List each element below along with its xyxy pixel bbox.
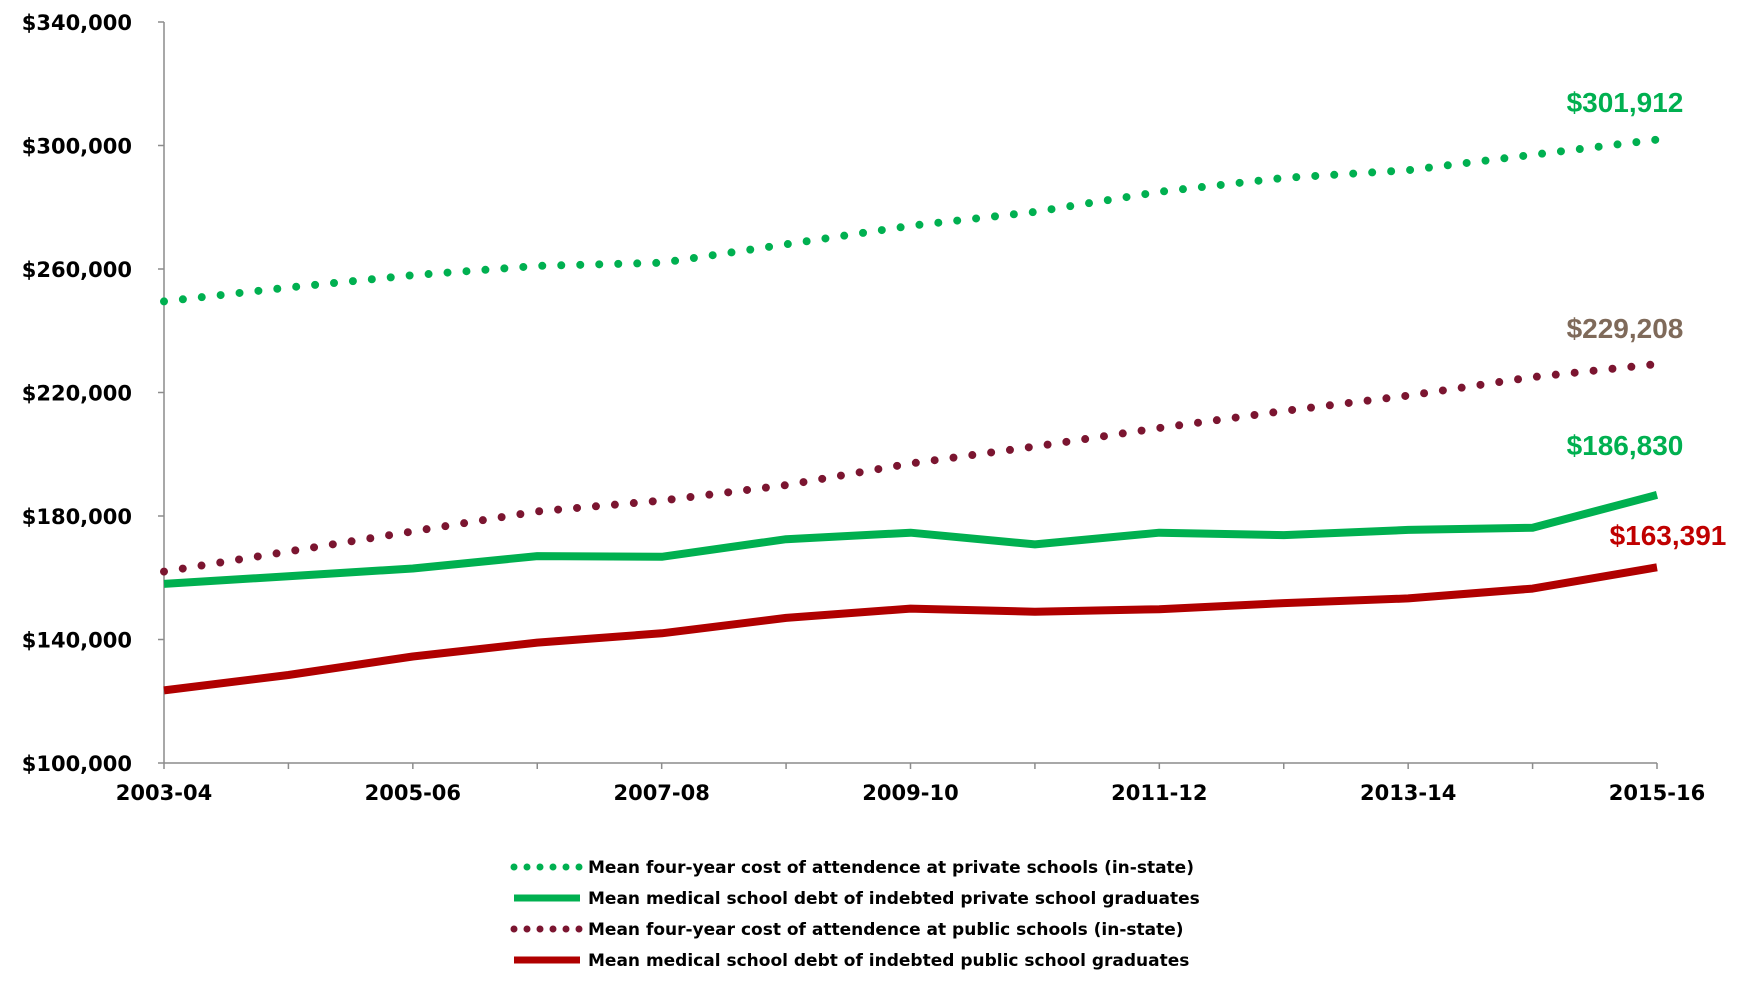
end-value-label: $186,830 bbox=[1567, 430, 1684, 461]
legend-item: Mean medical school debt of indebted pri… bbox=[514, 889, 1200, 909]
y-tick-label: $140,000 bbox=[22, 629, 132, 653]
series-line-3 bbox=[160, 360, 1661, 576]
y-tick-label: $180,000 bbox=[22, 505, 132, 529]
end-value-label: $229,208 bbox=[1567, 313, 1684, 344]
end-value-label: $163,391 bbox=[1610, 520, 1727, 551]
legend-label: Mean four-year cost of attendence at pri… bbox=[588, 858, 1194, 878]
end-value-label: $301,912 bbox=[1567, 87, 1684, 118]
y-tick-label: $220,000 bbox=[22, 382, 132, 406]
legend: Mean four-year cost of attendence at pri… bbox=[510, 858, 1200, 971]
y-tick-label: $260,000 bbox=[22, 258, 132, 282]
y-tick-label: $340,000 bbox=[22, 11, 132, 35]
series-line-1 bbox=[160, 135, 1661, 306]
series-line-2 bbox=[163, 491, 1659, 588]
x-tick-label: 2007-08 bbox=[613, 781, 709, 805]
x-tick-label: 2011-12 bbox=[1111, 781, 1207, 805]
y-axis-ticks: $100,000 $140,000 $180,000 $220,000 $260,000… bbox=[22, 11, 164, 776]
x-axis-ticks: 2003-04 2005-06 2007-08 2009-10 2011-12 2013-… bbox=[116, 763, 1705, 805]
y-tick-label: $300,000 bbox=[22, 135, 132, 159]
axes bbox=[163, 22, 1657, 764]
x-tick-label: 2003-04 bbox=[116, 781, 212, 805]
x-tick-label: 2015-16 bbox=[1609, 781, 1705, 805]
legend-item: Mean four-year cost of attendence at pri… bbox=[510, 858, 1194, 878]
series-lines bbox=[160, 135, 1661, 695]
x-tick-label: 2005-06 bbox=[365, 781, 461, 805]
legend-item: Mean four-year cost of attendence at pub… bbox=[510, 920, 1184, 940]
end-labels: $301,912 $186,830 $229,208 $163,391 bbox=[1567, 87, 1727, 551]
legend-label: Mean four-year cost of attendence at pub… bbox=[588, 920, 1184, 940]
y-tick-label: $100,000 bbox=[22, 752, 132, 776]
legend-label: Mean medical school debt of indebted pub… bbox=[588, 951, 1189, 971]
legend-item: Mean medical school debt of indebted pub… bbox=[514, 951, 1189, 971]
x-tick-label: 2009-10 bbox=[862, 781, 958, 805]
series-line-4 bbox=[163, 563, 1658, 695]
legend-label: Mean medical school debt of indebted pri… bbox=[588, 889, 1200, 909]
x-tick-label: 2013-14 bbox=[1360, 781, 1456, 805]
